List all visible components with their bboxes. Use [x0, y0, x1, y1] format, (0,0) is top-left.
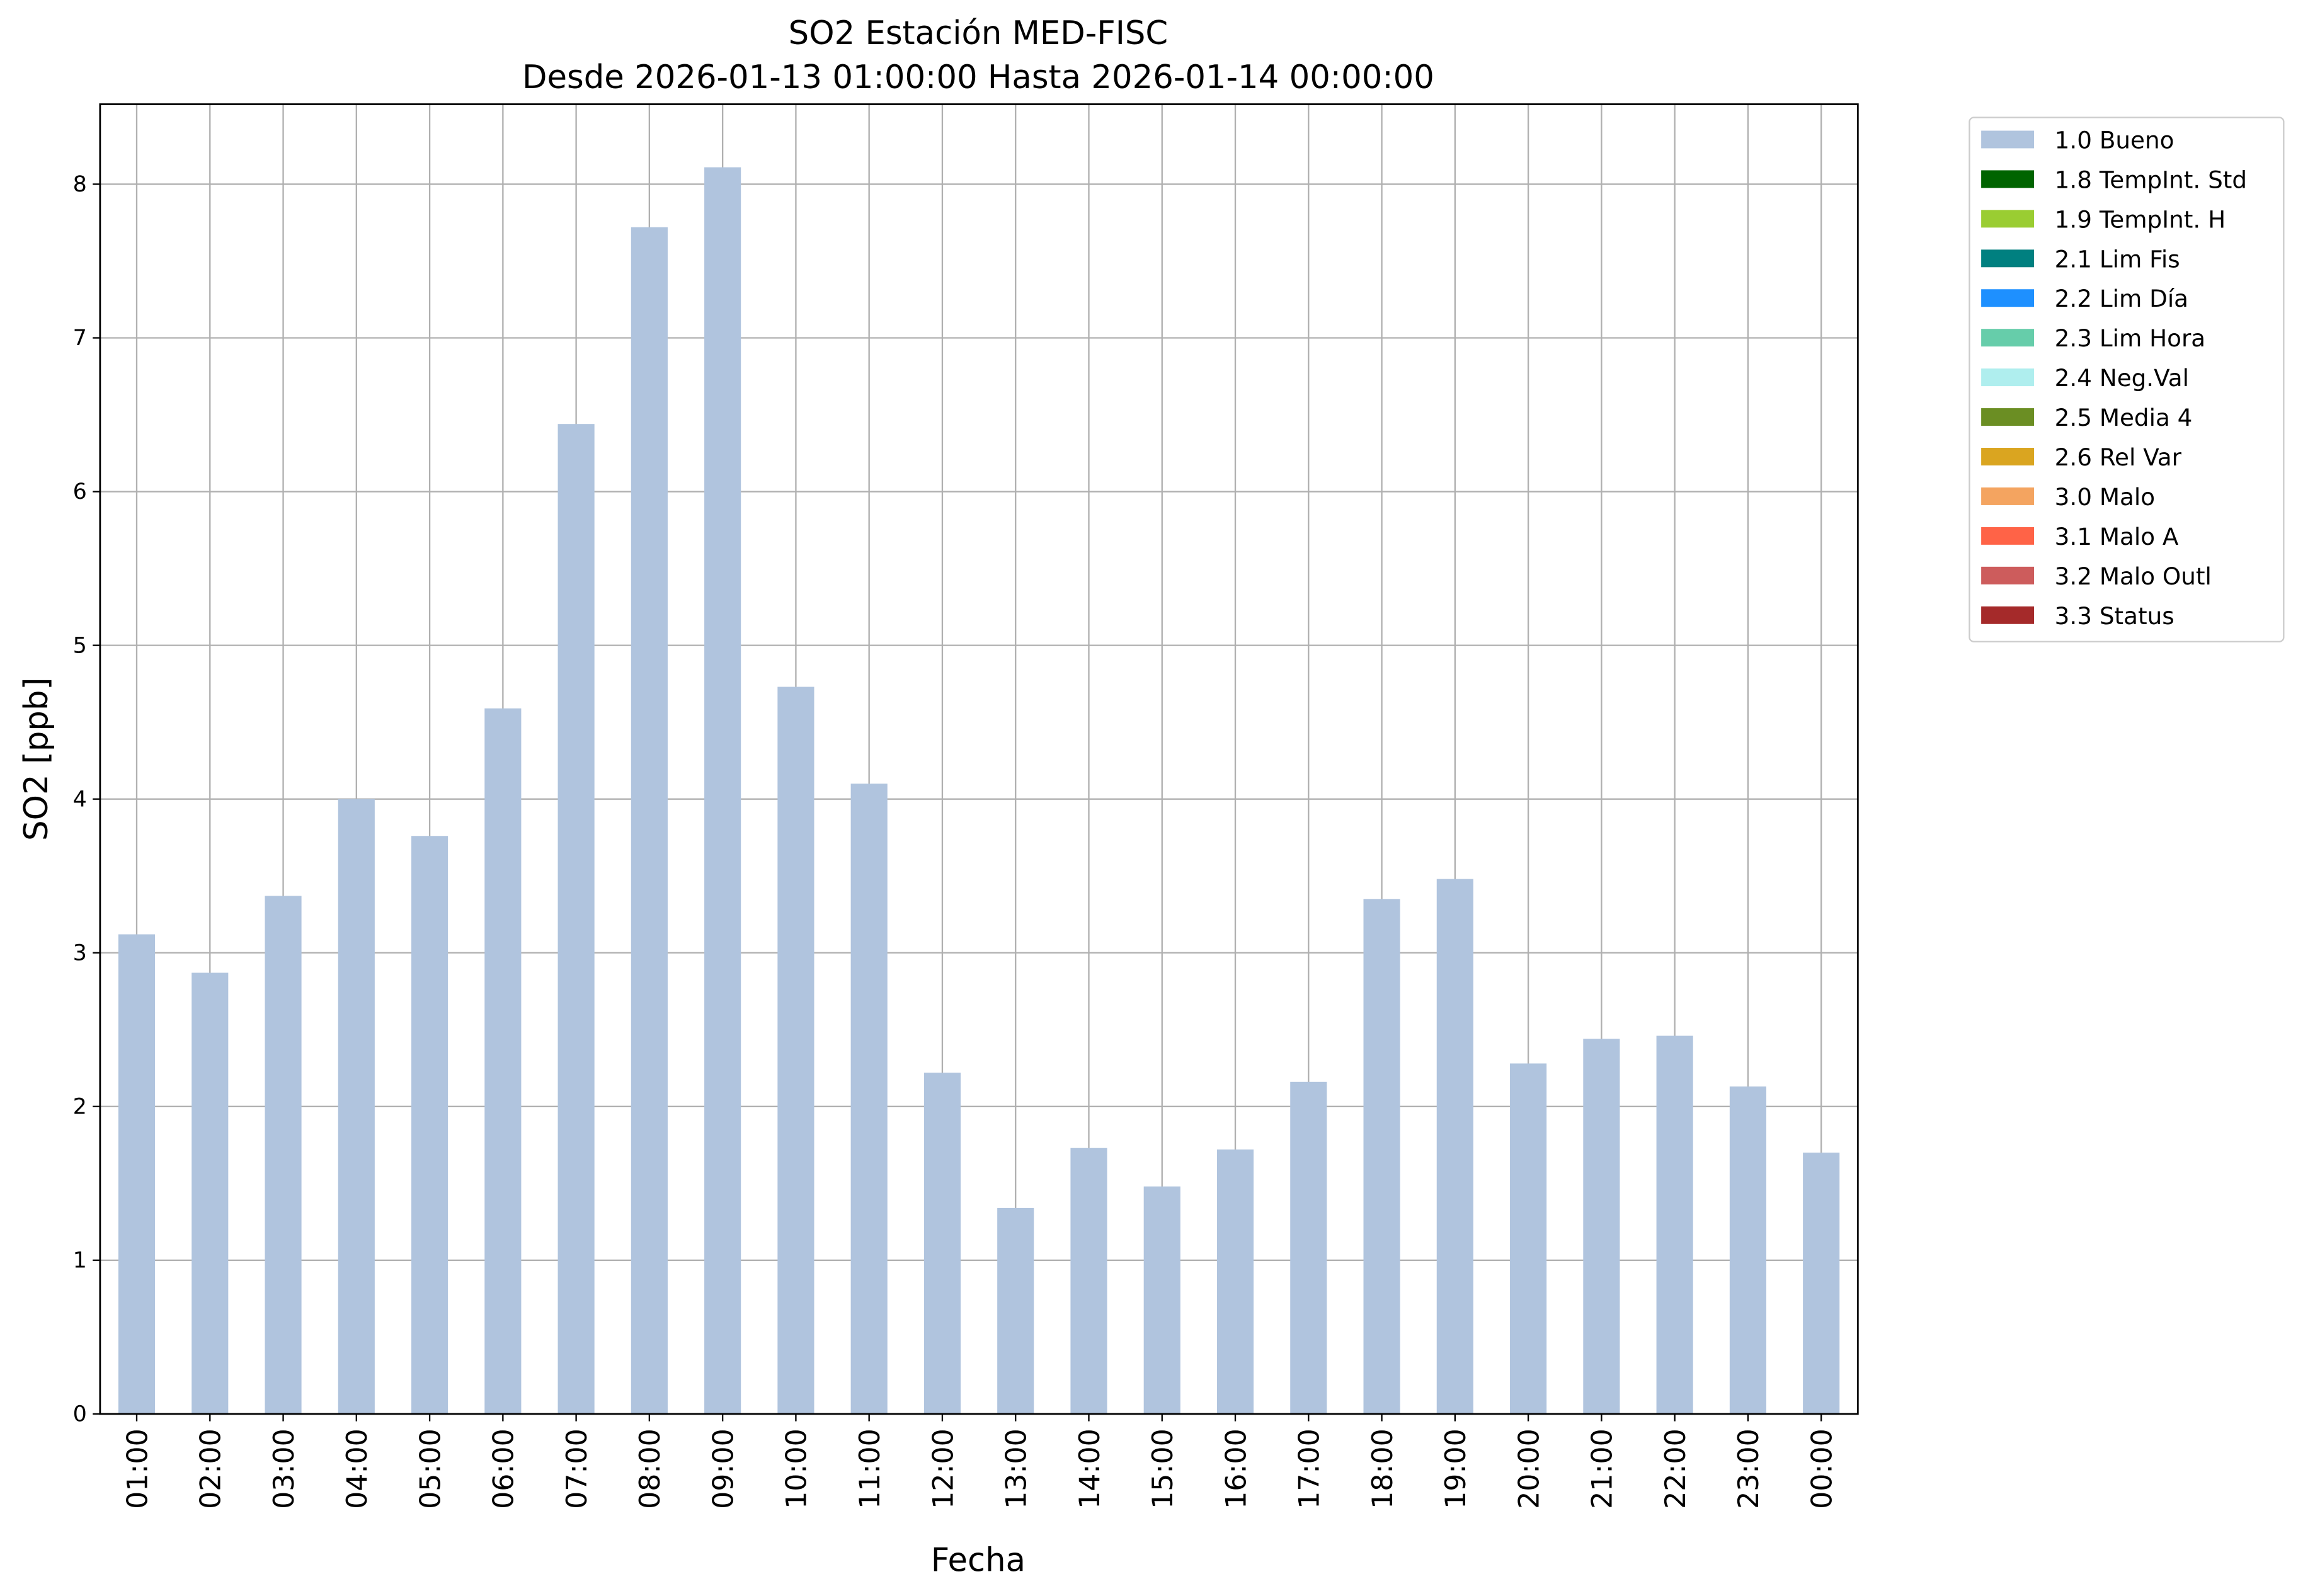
- legend-label: 3.3 Status: [2055, 602, 2174, 630]
- bar: [191, 972, 229, 1414]
- x-tick-label: 07:00: [561, 1428, 593, 1509]
- y-tick-label: 0: [73, 1402, 87, 1427]
- bar: [1290, 1081, 1327, 1414]
- bar: [1510, 1063, 1547, 1414]
- legend-swatch: [1981, 130, 2035, 149]
- x-tick-label: 13:00: [1001, 1428, 1033, 1509]
- x-tick-label: 18:00: [1367, 1428, 1399, 1509]
- x-tick-label: 17:00: [1294, 1428, 1326, 1509]
- x-tick-label: 19:00: [1440, 1428, 1472, 1509]
- x-tick-label: 12:00: [927, 1428, 959, 1509]
- bar: [557, 424, 595, 1414]
- bar: [704, 167, 741, 1414]
- bar: [631, 227, 668, 1414]
- legend-label: 2.6 Rel Var: [2055, 443, 2182, 471]
- bar: [1729, 1086, 1766, 1414]
- legend-label: 3.2 Malo Outl: [2055, 562, 2212, 590]
- chart-subtitle: Desde 2026-01-13 01:00:00 Hasta 2026-01-…: [522, 59, 1434, 96]
- bar: [118, 934, 156, 1414]
- x-tick-label: 04:00: [341, 1428, 374, 1509]
- x-tick-label: 03:00: [268, 1428, 300, 1509]
- bar: [1436, 879, 1473, 1414]
- bar: [1143, 1186, 1180, 1414]
- bar: [1070, 1148, 1107, 1414]
- y-tick-label: 6: [73, 479, 87, 504]
- legend-label: 2.2 Lim Día: [2055, 285, 2188, 312]
- legend-label: 2.4 Neg.Val: [2055, 364, 2189, 392]
- x-tick-label: 10:00: [781, 1428, 813, 1509]
- bar: [1216, 1149, 1254, 1414]
- legend-swatch: [1981, 289, 2035, 307]
- legend-label: 1.0 Bueno: [2055, 126, 2174, 154]
- legend-label: 2.5 Media 4: [2055, 404, 2193, 431]
- y-tick-label: 7: [73, 326, 87, 351]
- legend-swatch: [1981, 329, 2035, 347]
- x-tick-label: 08:00: [634, 1428, 666, 1509]
- legend-swatch: [1981, 368, 2035, 387]
- x-tick-label: 01:00: [122, 1428, 154, 1509]
- bar: [850, 784, 888, 1414]
- bar: [484, 708, 522, 1414]
- x-tick-label: 21:00: [1587, 1428, 1619, 1509]
- legend-swatch: [1981, 170, 2035, 188]
- y-tick-label: 2: [73, 1094, 87, 1119]
- legend-swatch: [1981, 210, 2035, 228]
- bar: [1363, 899, 1400, 1414]
- legend-swatch: [1981, 249, 2035, 268]
- x-tick-label: 22:00: [1660, 1428, 1692, 1509]
- x-tick-label: 00:00: [1806, 1428, 1838, 1509]
- legend-swatch: [1981, 487, 2035, 505]
- y-tick-label: 3: [73, 940, 87, 966]
- y-tick-label: 4: [73, 787, 87, 812]
- x-axis-label: Fecha: [931, 1541, 1026, 1579]
- legend-swatch: [1981, 606, 2035, 624]
- legend-label: 2.1 Lim Fis: [2055, 245, 2180, 273]
- x-tick-label: 23:00: [1733, 1428, 1765, 1509]
- legend-label: 1.9 TempInt. H: [2055, 205, 2226, 233]
- bar: [265, 896, 302, 1414]
- legend-box: [1969, 117, 2285, 642]
- bar: [1656, 1035, 1693, 1414]
- legend-swatch: [1981, 448, 2035, 465]
- bar: [1583, 1039, 1620, 1414]
- x-tick-label: 14:00: [1074, 1428, 1106, 1509]
- y-tick-label: 8: [73, 172, 87, 197]
- x-tick-label: 16:00: [1220, 1428, 1252, 1509]
- y-axis-label: SO2 [ppb]: [18, 678, 55, 841]
- bar: [338, 799, 375, 1414]
- legend-swatch: [1981, 527, 2035, 545]
- bar: [411, 836, 449, 1414]
- legend-label: 1.8 TempInt. Std: [2055, 166, 2247, 193]
- x-tick-label: 15:00: [1147, 1428, 1179, 1509]
- bar: [777, 687, 814, 1414]
- legend-swatch: [1981, 408, 2035, 426]
- bar: [997, 1207, 1034, 1414]
- x-tick-label: 05:00: [414, 1428, 447, 1509]
- x-tick-label: 20:00: [1513, 1428, 1545, 1509]
- x-tick-label: 09:00: [707, 1428, 740, 1509]
- bar: [1803, 1153, 1840, 1414]
- legend-label: 2.3 Lim Hora: [2055, 324, 2205, 352]
- legend-label: 3.1 Malo A: [2055, 523, 2179, 550]
- legend-swatch: [1981, 566, 2035, 584]
- y-tick-label: 1: [73, 1248, 87, 1274]
- chart-title: SO2 Estación MED-FISC: [789, 14, 1169, 52]
- x-tick-label: 06:00: [488, 1428, 520, 1509]
- bar: [923, 1073, 961, 1414]
- x-tick-label: 02:00: [195, 1428, 227, 1509]
- x-tick-label: 11:00: [854, 1428, 886, 1509]
- y-tick-label: 5: [73, 633, 87, 658]
- plot-frame: [99, 103, 1859, 1415]
- legend-label: 3.0 Malo: [2055, 483, 2155, 511]
